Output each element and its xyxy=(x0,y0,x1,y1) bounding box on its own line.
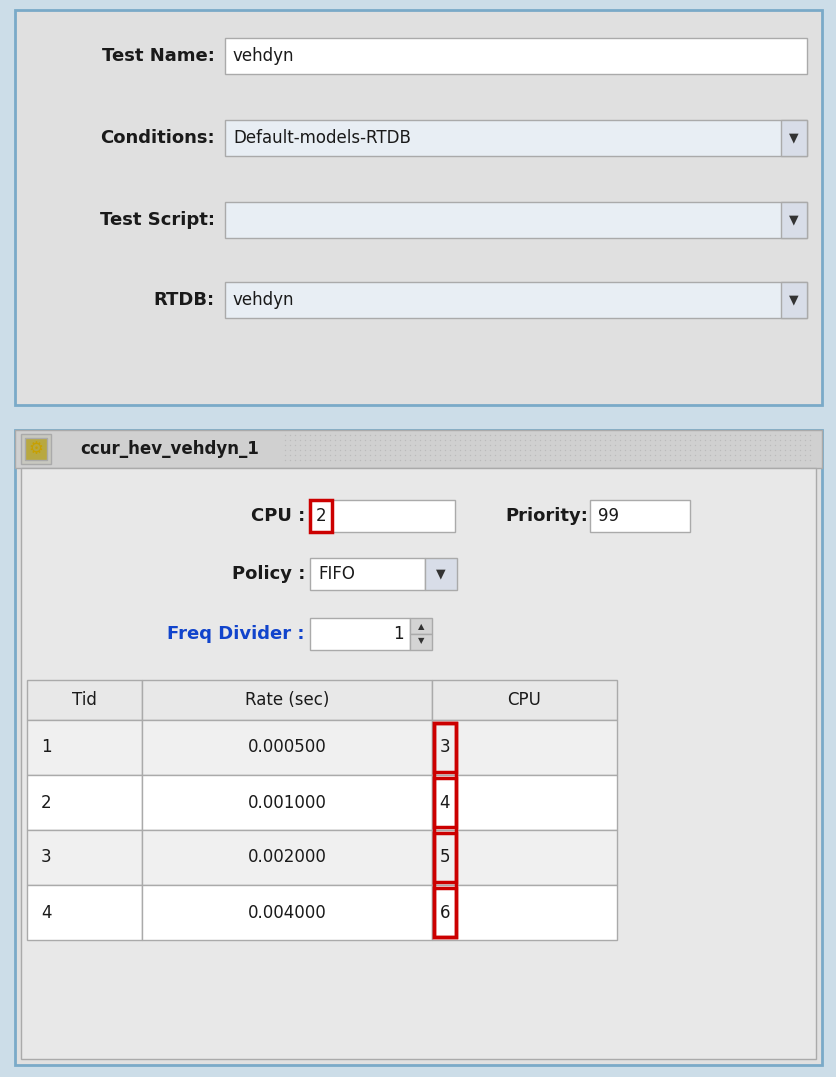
Text: ccur_hev_vehdyn_1: ccur_hev_vehdyn_1 xyxy=(80,440,258,458)
Text: 99: 99 xyxy=(597,507,619,524)
FancyBboxPatch shape xyxy=(15,430,821,1065)
Text: Policy :: Policy : xyxy=(232,565,304,583)
FancyBboxPatch shape xyxy=(27,885,142,940)
Text: CPU: CPU xyxy=(507,691,541,709)
Text: 3: 3 xyxy=(41,849,52,867)
Text: 0.002000: 0.002000 xyxy=(247,849,326,867)
FancyBboxPatch shape xyxy=(142,680,431,721)
FancyBboxPatch shape xyxy=(15,10,821,405)
FancyBboxPatch shape xyxy=(225,120,806,156)
Text: 4: 4 xyxy=(41,904,52,922)
FancyBboxPatch shape xyxy=(431,775,616,830)
FancyBboxPatch shape xyxy=(589,500,689,532)
Text: 5: 5 xyxy=(439,849,450,867)
Text: RTDB:: RTDB: xyxy=(154,291,215,309)
FancyBboxPatch shape xyxy=(431,721,616,775)
Text: vehdyn: vehdyn xyxy=(232,291,294,309)
FancyBboxPatch shape xyxy=(431,830,616,885)
FancyBboxPatch shape xyxy=(780,282,806,318)
Text: 6: 6 xyxy=(439,904,450,922)
FancyBboxPatch shape xyxy=(21,434,51,464)
Text: 0.001000: 0.001000 xyxy=(247,794,326,811)
FancyBboxPatch shape xyxy=(410,618,431,634)
FancyBboxPatch shape xyxy=(425,558,456,590)
FancyBboxPatch shape xyxy=(434,723,456,772)
Text: 0.000500: 0.000500 xyxy=(247,739,326,756)
Text: ▼: ▼ xyxy=(788,131,798,144)
FancyBboxPatch shape xyxy=(780,202,806,238)
FancyBboxPatch shape xyxy=(434,833,456,882)
Text: Freq Divider :: Freq Divider : xyxy=(167,625,304,643)
Text: 4: 4 xyxy=(439,794,450,811)
Text: 2: 2 xyxy=(41,794,52,811)
FancyBboxPatch shape xyxy=(142,830,431,885)
Text: vehdyn: vehdyn xyxy=(232,47,294,65)
Text: Conditions:: Conditions: xyxy=(100,129,215,146)
FancyBboxPatch shape xyxy=(225,202,806,238)
FancyBboxPatch shape xyxy=(431,885,616,940)
Text: Tid: Tid xyxy=(72,691,97,709)
Text: ⚙: ⚙ xyxy=(28,440,43,458)
FancyBboxPatch shape xyxy=(309,618,410,651)
FancyBboxPatch shape xyxy=(142,885,431,940)
Text: Default-models-RTDB: Default-models-RTDB xyxy=(232,129,410,146)
Text: Test Script:: Test Script: xyxy=(99,211,215,229)
FancyBboxPatch shape xyxy=(27,721,142,775)
Text: CPU :: CPU : xyxy=(251,507,304,524)
Text: ▼: ▼ xyxy=(417,637,424,645)
FancyBboxPatch shape xyxy=(309,558,425,590)
FancyBboxPatch shape xyxy=(142,721,431,775)
Text: 1: 1 xyxy=(393,625,404,643)
FancyBboxPatch shape xyxy=(25,438,47,460)
FancyBboxPatch shape xyxy=(434,889,456,937)
FancyBboxPatch shape xyxy=(309,500,455,532)
Text: ▼: ▼ xyxy=(436,568,446,581)
FancyBboxPatch shape xyxy=(225,38,806,74)
FancyBboxPatch shape xyxy=(27,830,142,885)
FancyBboxPatch shape xyxy=(142,775,431,830)
Text: ▼: ▼ xyxy=(788,294,798,307)
Text: Rate (sec): Rate (sec) xyxy=(244,691,329,709)
FancyBboxPatch shape xyxy=(431,680,616,721)
FancyBboxPatch shape xyxy=(21,468,815,1059)
Text: Test Name:: Test Name: xyxy=(102,47,215,65)
Text: 0.004000: 0.004000 xyxy=(247,904,326,922)
Text: 2: 2 xyxy=(315,507,326,524)
Text: ▲: ▲ xyxy=(417,623,424,631)
FancyBboxPatch shape xyxy=(410,634,431,651)
FancyBboxPatch shape xyxy=(309,500,332,532)
Text: Priority:: Priority: xyxy=(504,507,587,524)
Text: ▼: ▼ xyxy=(788,213,798,226)
FancyBboxPatch shape xyxy=(780,120,806,156)
Text: 1: 1 xyxy=(41,739,52,756)
FancyBboxPatch shape xyxy=(434,778,456,827)
FancyBboxPatch shape xyxy=(15,430,821,468)
Text: 3: 3 xyxy=(439,739,450,756)
FancyBboxPatch shape xyxy=(27,680,142,721)
FancyBboxPatch shape xyxy=(27,775,142,830)
Text: FIFO: FIFO xyxy=(318,565,354,583)
FancyBboxPatch shape xyxy=(225,282,806,318)
